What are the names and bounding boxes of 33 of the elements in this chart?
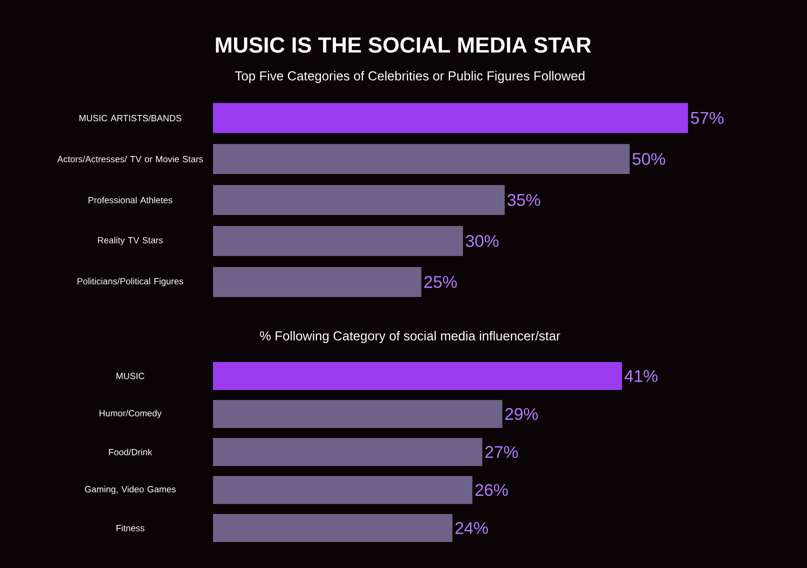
bar — [213, 476, 472, 504]
bar — [213, 514, 452, 542]
bar — [213, 362, 622, 390]
chart-title: MUSIC IS THE SOCIAL MEDIA STAR — [216, 37, 592, 53]
data-label: 24% — [455, 522, 488, 534]
y-tick-label: Humor/Comedy — [100, 410, 162, 418]
data-label: 57% — [690, 112, 724, 124]
data-label: 26% — [475, 484, 508, 496]
data-label: 30% — [466, 234, 498, 247]
y-tick-label: Food/Drink — [109, 448, 152, 456]
data-label: 41% — [624, 370, 658, 382]
y-tick-label: Politicians/Political Figures — [78, 278, 184, 286]
bar — [213, 266, 422, 297]
y-tick-label: Professional Athletes — [88, 196, 172, 204]
bar — [213, 226, 464, 256]
y-tick-label: Reality TV Stars — [98, 236, 163, 246]
y-tick-label: Fitness — [116, 524, 144, 532]
bar — [213, 102, 688, 133]
y-tick-label: Actors/Actresses/ TV or Movie Stars — [57, 156, 203, 162]
bar — [213, 400, 502, 428]
chart-subtitle: Top Five Categories of Celebrities or Public Figures Followed — [235, 70, 584, 84]
y-tick-label: MUSIC ARTISTS/BANDS — [79, 114, 182, 122]
data-label: 27% — [485, 446, 518, 458]
data-label: 35% — [508, 194, 540, 206]
y-tick-label: MUSIC — [116, 372, 144, 380]
y-tick-label: Gaming, Video Games — [84, 486, 176, 494]
bar — [213, 438, 482, 466]
bar — [213, 184, 505, 215]
data-label: 50% — [632, 152, 666, 165]
data-label: 25% — [424, 276, 457, 288]
bar — [213, 144, 630, 174]
data-label: 29% — [505, 408, 538, 420]
chart-subtitle: % Following Category of social media influencer/star — [260, 330, 560, 344]
